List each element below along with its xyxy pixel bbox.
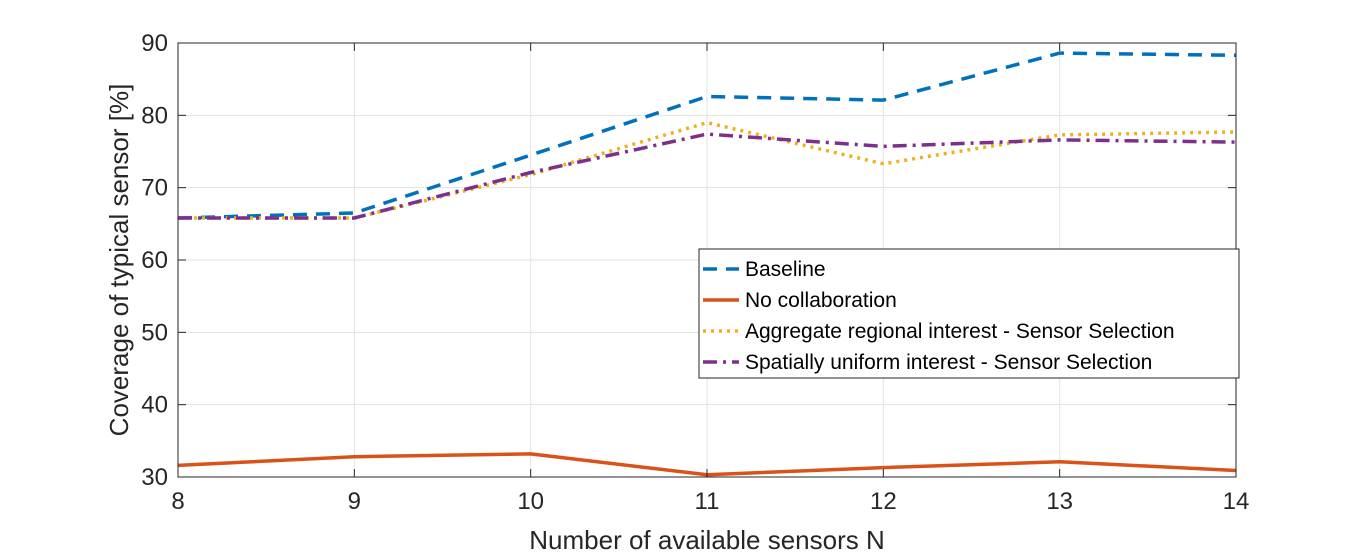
x-axis-label: Number of available sensors N [529,525,885,555]
y-tick-label: 90 [141,30,168,57]
y-axis-label: Coverage of typical sensor [%] [104,84,134,437]
legend-label-0: Baseline [745,258,826,281]
legend-label-1: No collaboration [745,289,897,312]
y-tick-label: 80 [141,102,168,129]
legend: Baseline No collaboration Aggregate region… [698,248,1240,379]
x-tick-label: 9 [348,488,361,515]
y-tick-label: 30 [141,464,168,491]
series-line-0 [177,51,1237,220]
y-tick-label: 40 [141,392,168,419]
x-tick-label: 10 [517,488,544,515]
x-tick-label: 12 [870,488,897,515]
y-tick-label: 70 [141,175,168,202]
x-tick-label: 14 [1223,488,1250,515]
y-tick-label: 60 [141,247,168,274]
x-tick-label: 13 [1046,488,1073,515]
axis-ticks: 8 9 10 11 12 13 14 30 40 50 60 70 80 90 [141,30,1249,515]
x-tick-label: 11 [695,488,720,515]
x-tick-label: 8 [171,488,184,515]
y-tick-label: 50 [141,319,168,346]
series-line-3 [178,132,1237,220]
legend-box [698,248,1240,379]
legend-label-2: Aggregate regional interest - Sensor Sel… [745,320,1175,343]
legend-label-3: Spatially uniform interest - Sensor Sele… [745,351,1152,374]
